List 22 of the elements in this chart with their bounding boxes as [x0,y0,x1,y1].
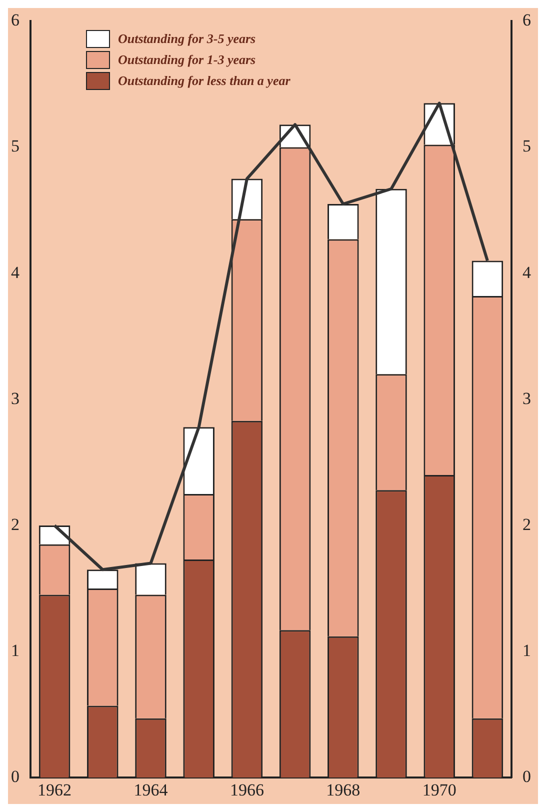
y2-tick-label: 1 [522,641,531,660]
x-tick-label: 1966 [230,780,264,800]
legend-label: Outstanding for 3-5 years [118,31,256,47]
y-tick-label: 2 [11,514,20,534]
y2-tick-label: 3 [522,388,531,408]
x-tick-label: 1968 [326,780,360,800]
x-tick-label: 1962 [38,780,72,800]
y-tick-label: 0 [11,767,20,786]
y-tick-label: 1 [11,641,20,660]
y-tick-label: 5 [11,136,20,156]
legend-label: Outstanding for less than a year [118,73,290,89]
x-tick-label: 1970 [422,780,456,800]
y-tick-label: 6 [11,10,20,30]
y2-tick-label: 2 [522,514,531,534]
y-tick-label: 3 [11,388,20,408]
y2-tick-label: 4 [522,262,532,282]
x-tick-label: 1964 [134,780,168,800]
y-tick-label: 4 [11,262,20,282]
y2-tick-label: 0 [522,767,531,786]
legend-label: Outstanding for 1-3 years [118,52,256,68]
y2-tick-label: 6 [522,10,531,30]
y2-tick-label: 5 [522,136,531,156]
